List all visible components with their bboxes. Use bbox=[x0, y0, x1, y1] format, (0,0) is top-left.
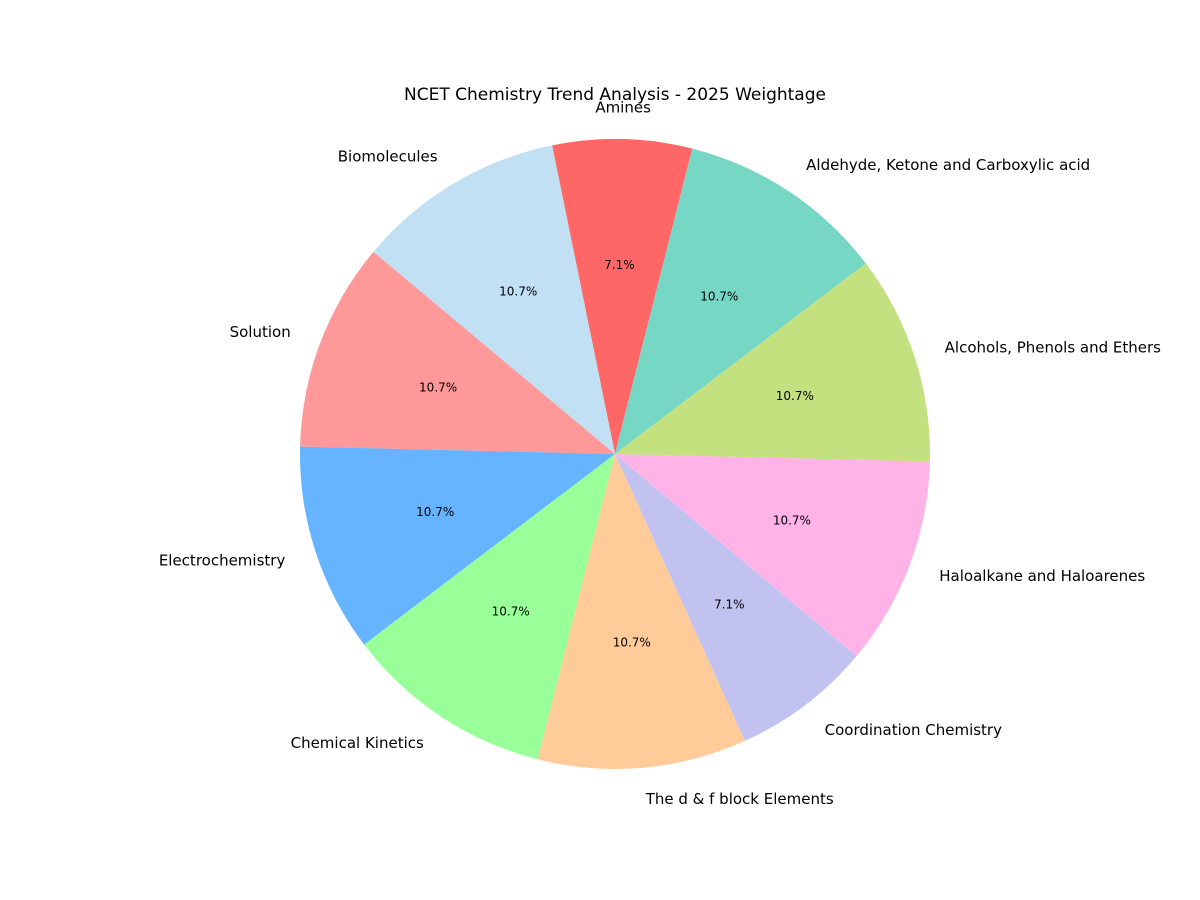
pie-slice bbox=[537, 454, 745, 769]
percent-label: 10.7% bbox=[419, 380, 457, 394]
percent-label: 10.7% bbox=[773, 514, 811, 528]
pie-slices bbox=[300, 139, 931, 769]
pie-slice bbox=[615, 454, 930, 657]
percent-label: 7.1% bbox=[714, 597, 745, 611]
pie-slice bbox=[615, 263, 931, 462]
pie-slice bbox=[615, 148, 866, 455]
percent-label: 10.7% bbox=[416, 505, 454, 519]
pie-slice bbox=[615, 454, 857, 741]
category-label: Haloalkane and Haloarenes bbox=[939, 567, 1145, 585]
chart-title: NCET Chemistry Trend Analysis - 2025 Wei… bbox=[404, 85, 826, 105]
pie-slice bbox=[364, 454, 615, 760]
pie-slice bbox=[300, 446, 615, 645]
pie-slice bbox=[552, 139, 693, 455]
percent-label: 10.7% bbox=[776, 389, 814, 403]
percent-label: 10.7% bbox=[613, 635, 651, 649]
category-label: Solution bbox=[230, 323, 291, 341]
category-label: Alcohols, Phenols and Ethers bbox=[945, 338, 1162, 356]
category-label: Chemical Kinetics bbox=[291, 734, 424, 752]
percent-label: 7.1% bbox=[604, 258, 635, 272]
category-label: Aldehyde, Ketone and Carboxylic acid bbox=[806, 156, 1090, 174]
category-label: Biomolecules bbox=[338, 147, 438, 165]
category-label: Amines bbox=[595, 99, 651, 117]
percent-labels: 7.1% 10.7% 10.7% 10.7% 10.7% 10.7% 7.1% 10.7% 10… bbox=[416, 258, 814, 649]
pie-slice bbox=[300, 251, 615, 454]
category-label: The d & f block Elements bbox=[645, 790, 834, 808]
category-label: Electrochemistry bbox=[159, 552, 286, 570]
percent-label: 10.7% bbox=[700, 289, 738, 303]
percent-label: 10.7% bbox=[499, 285, 537, 299]
percent-label: 10.7% bbox=[492, 605, 530, 619]
category-label: Coordination Chemistry bbox=[825, 721, 1002, 739]
pie-slice bbox=[373, 145, 615, 454]
category-labels: Amines Biomolecules Solution Electrochemist… bbox=[159, 99, 1161, 809]
